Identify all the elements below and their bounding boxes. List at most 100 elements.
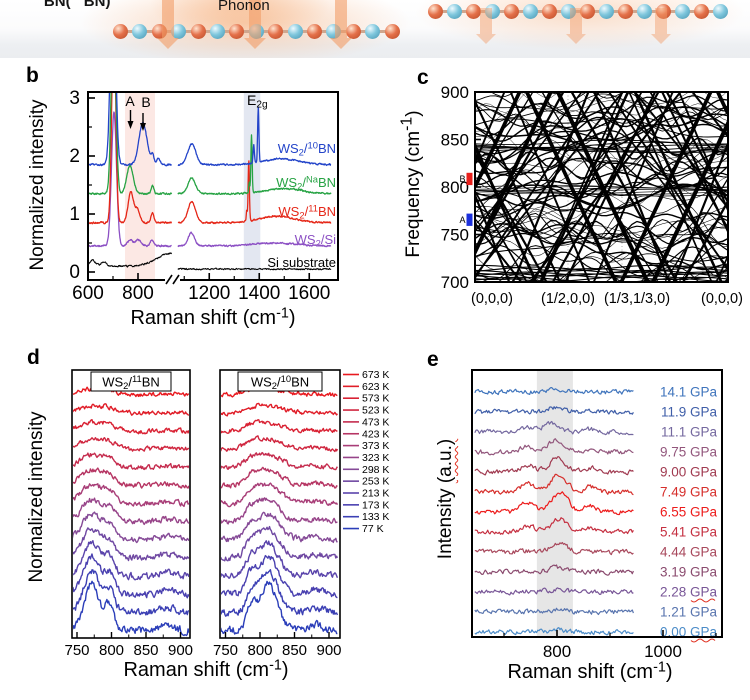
pressure-curve: [474, 587, 634, 596]
temperature-curve: [221, 451, 338, 471]
nitrogen-atom: [365, 24, 381, 39]
phonon-branch: [476, 273, 727, 281]
panel-b-letter: b: [26, 64, 39, 87]
pressure-label: 6.55 GPa: [660, 505, 718, 520]
mode-marker-label: A: [459, 215, 465, 225]
legend-label: 298 K: [362, 464, 389, 476]
y-tick-label: 3: [69, 88, 80, 109]
mode-marker-label: B: [459, 174, 465, 184]
temperature-curve: [73, 527, 189, 562]
phonon-branch: [476, 93, 727, 281]
x-axis-label: Raman shift (cm-1): [123, 657, 288, 681]
boron-atom: [190, 24, 206, 39]
subpanel-title-box: [90, 371, 172, 392]
legend-label: 573 K: [362, 393, 389, 405]
ab-mode-band: [125, 93, 155, 279]
phonon-branch: [476, 264, 727, 272]
pressure-curve: [474, 517, 634, 535]
boron-atom: [307, 24, 322, 39]
boron-atom: [618, 4, 633, 19]
plot-frame: [219, 369, 341, 639]
pressure-curve: [474, 607, 634, 616]
phonon-branch: [476, 171, 727, 203]
y-tick-label: 850: [441, 131, 469, 150]
nitrogen-atom: [637, 4, 652, 19]
e2g-annotation: E2g: [247, 92, 268, 111]
temperature-curve: [73, 419, 189, 435]
pressure-curve: [474, 541, 634, 556]
spellcheck-squiggle-icon: [690, 638, 716, 643]
phonon-arrow-head-icon: [566, 34, 586, 44]
spellcheck-squiggle-icon: [690, 598, 716, 603]
x-axis-label: Raman shift (cm-1): [130, 305, 295, 329]
x-tick-label: 900: [168, 642, 193, 659]
x-axis-label: Raman shift (cm-1): [507, 659, 672, 683]
phonon-branch: [476, 93, 727, 281]
spectrum-curve: [89, 252, 173, 268]
temperature-curve: [73, 403, 189, 416]
pressure-label: 0.00 GPa: [660, 625, 718, 640]
x-tick-label: 850: [133, 642, 158, 659]
x-tick-label: 750: [213, 642, 238, 659]
nitrogen-atom: [132, 24, 148, 39]
boron-atom: [656, 4, 671, 19]
phonon-branch: [476, 93, 727, 268]
spectrum-curve: [89, 93, 173, 167]
phonon-branch: [476, 196, 727, 220]
down-arrow-icon: [140, 123, 146, 131]
phonon-arrow-icon: [570, 8, 582, 34]
phonon-branch: [476, 232, 727, 262]
phonon-arrow-icon: [335, 0, 347, 38]
temperature-curve: [221, 435, 339, 453]
temperature-curve: [221, 540, 339, 579]
atom-chains: [0, 0, 750, 58]
panel-c-dispersion-chart: 900 850 800 750 700 B A (0,0,0) (1/2,0,0) (1/3,1/…: [441, 83, 743, 307]
panel-d-letter: d: [27, 346, 40, 369]
pressure-label: 4.44 GPa: [660, 545, 718, 560]
pressure-curve: [474, 387, 634, 396]
x-tick-label: 1600: [288, 283, 330, 304]
temperature-curve: [221, 569, 339, 617]
phonon-branch: [476, 136, 727, 167]
phonon-branch: [476, 130, 727, 175]
phonon-branch: [476, 276, 727, 281]
phonon-branch: [476, 93, 727, 278]
y-tick-label: 1: [69, 204, 80, 225]
subpanel-title: WS2/11BN: [102, 373, 160, 391]
pressure-label: 9.75 GPa: [660, 445, 718, 460]
boron-atom: [268, 24, 284, 39]
y-tick-label: 2: [69, 146, 80, 167]
pressure-curve: [474, 438, 634, 456]
phonon-arrow-icon: [162, 0, 174, 38]
legend-label: 77 K: [362, 523, 384, 535]
x-tick-label: (0,0,0): [701, 291, 743, 307]
nitrogen-atom: [713, 4, 728, 19]
bond-line: [435, 10, 720, 13]
phonon-branch: [476, 184, 727, 189]
legend-label: 523 K: [362, 405, 389, 417]
phonon-branch: [476, 139, 727, 146]
boron-atom: [466, 4, 481, 19]
plot-frame: [71, 369, 191, 639]
series-label: WS2/NaBN: [276, 174, 336, 192]
temperature-curve: [73, 511, 189, 544]
axis-break-icon: [172, 274, 180, 285]
phonon-branch: [476, 93, 726, 116]
pressure-curve: [474, 627, 634, 636]
pressure-curve: [474, 491, 634, 516]
temperature-curve: [73, 497, 189, 526]
legend-label: 373 K: [362, 440, 389, 452]
x-tick-label: (1/3,1/3,0): [604, 291, 670, 307]
boron-atom: [694, 4, 709, 19]
x-tick-label: 750: [64, 642, 89, 659]
series-label: WS2/11BN: [278, 203, 336, 221]
x-tick-label: 600: [72, 283, 104, 304]
pressure-label: 11.9 GPa: [661, 405, 718, 420]
spectrum-curve: [177, 134, 332, 196]
phonon-branch: [476, 106, 727, 146]
phonon-branch: [483, 261, 727, 281]
y-tick-label: 700: [441, 273, 469, 292]
y-tick-label: 0: [69, 262, 80, 283]
spectrum-curve: [89, 93, 173, 196]
